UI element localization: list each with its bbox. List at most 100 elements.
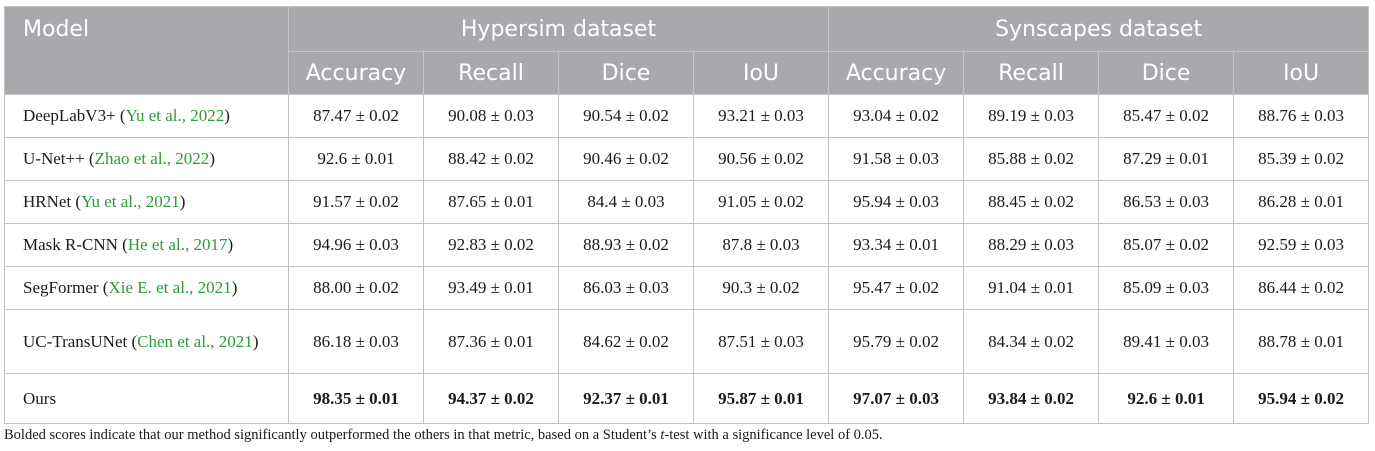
footnote-text-end: -test with a significance level of 0.05. [664, 427, 883, 443]
citation-paren: ( [75, 192, 82, 211]
score-cell: 90.46 ± 0.02 [558, 137, 694, 181]
score-cell: 90.54 ± 0.02 [558, 94, 694, 138]
model-name: U-Net++ [23, 149, 85, 168]
score-cell: 88.76 ± 0.03 [1233, 94, 1370, 138]
score-cell: 85.09 ± 0.03 [1098, 266, 1235, 310]
score-cell: 93.34 ± 0.01 [828, 223, 965, 267]
score-cell: 84.4 ± 0.03 [558, 180, 694, 224]
citation-paren: ) [252, 331, 259, 351]
table-row: DeepLabV3+ (Yu et al., 2022) 87.47 ± 0.02… [4, 94, 1370, 138]
score-cell-bold: 95.87 ± 0.01 [692, 373, 830, 424]
score-cell: 88.45 ± 0.02 [963, 180, 1100, 224]
score-cell: 85.88 ± 0.02 [963, 137, 1100, 181]
table-row: UC-TransUNet (Chen et al., 2021) 86.18 ± … [4, 309, 1370, 374]
score-cell-bold: 92.37 ± 0.01 [558, 373, 694, 424]
model-name: DeepLabV3+ [23, 106, 116, 125]
score-cell: 92.59 ± 0.03 [1233, 223, 1370, 267]
metric-header-iou: IoU [1233, 51, 1370, 95]
score-cell: 87.65 ± 0.01 [423, 180, 559, 224]
score-cell: 87.51 ± 0.03 [692, 309, 830, 374]
results-table: Model Hypersim dataset Synscapes dataset… [4, 6, 1370, 424]
score-cell: 88.93 ± 0.02 [558, 223, 694, 267]
table-footnote: Bolded scores indicate that our method s… [4, 427, 883, 444]
table-header: Model Hypersim dataset Synscapes dataset… [4, 6, 1370, 95]
citation-paren: ( [88, 149, 95, 168]
score-cell: 85.39 ± 0.02 [1233, 137, 1370, 181]
citation-link: Chen et al., 2021 [137, 331, 253, 351]
citation-link: Zhao et al., 2022 [94, 149, 210, 168]
footnote-italic: t [660, 427, 665, 443]
score-cell: 84.34 ± 0.02 [963, 309, 1100, 374]
model-name-cell: HRNet (Yu et al., 2021) [4, 180, 289, 224]
score-cell-bold: 98.35 ± 0.01 [288, 373, 424, 424]
metric-header-iou: IoU [692, 51, 830, 95]
synscapes-group-header: Synscapes dataset [828, 6, 1370, 52]
citation-link: Xie E. et al., 2021 [108, 278, 232, 297]
model-column-header: Model [4, 6, 289, 95]
model-name: Mask R-CNN [23, 235, 118, 254]
score-cell: 91.05 ± 0.02 [692, 180, 830, 224]
model-name-cell: DeepLabV3+ (Yu et al., 2022) [4, 94, 289, 138]
score-cell: 87.47 ± 0.02 [288, 94, 424, 138]
score-cell: 88.00 ± 0.02 [288, 266, 424, 310]
score-cell: 86.18 ± 0.03 [288, 309, 424, 374]
score-cell: 95.47 ± 0.02 [828, 266, 965, 310]
score-cell: 87.36 ± 0.01 [423, 309, 559, 374]
metric-header-accuracy: Accuracy [828, 51, 965, 95]
citation-paren: ( [119, 106, 126, 125]
metric-header-recall: Recall [963, 51, 1100, 95]
model-name-cell: Mask R-CNN (He et al., 2017) [4, 223, 289, 267]
metric-header-dice: Dice [1098, 51, 1235, 95]
score-cell-bold: 93.84 ± 0.02 [963, 373, 1100, 424]
score-cell: 90.56 ± 0.02 [692, 137, 830, 181]
metric-header-dice: Dice [558, 51, 694, 95]
score-cell: 93.49 ± 0.01 [423, 266, 559, 310]
metric-header-recall: Recall [423, 51, 559, 95]
score-cell-bold: 92.6 ± 0.01 [1098, 373, 1235, 424]
citation-paren: ) [179, 192, 186, 211]
citation-paren: ) [231, 278, 238, 297]
model-name-cell: U-Net++ (Zhao et al., 2022) [4, 137, 289, 181]
score-cell: 90.08 ± 0.03 [423, 94, 559, 138]
model-name-cell: UC-TransUNet (Chen et al., 2021) [4, 309, 289, 374]
model-name-cell: Ours [4, 373, 289, 424]
citation-paren: ( [131, 331, 138, 351]
score-cell: 91.57 ± 0.02 [288, 180, 424, 224]
model-name: UC-TransUNet [23, 331, 128, 351]
score-cell: 92.6 ± 0.01 [288, 137, 424, 181]
score-cell: 86.28 ± 0.01 [1233, 180, 1370, 224]
citation-paren: ( [122, 235, 128, 254]
citation-paren: ) [209, 149, 215, 168]
table-body: DeepLabV3+ (Yu et al., 2022) 87.47 ± 0.02… [4, 94, 1370, 424]
metric-header-accuracy: Accuracy [288, 51, 424, 95]
score-cell: 89.19 ± 0.03 [963, 94, 1100, 138]
table-row: Mask R-CNN (He et al., 2017) 94.96 ± 0.03… [4, 223, 1370, 267]
score-cell: 95.79 ± 0.02 [828, 309, 965, 374]
table-row: SegFormer (Xie E. et al., 2021) 88.00 ± 0… [4, 266, 1370, 310]
table-row-ours: Ours 98.35 ± 0.01 94.37 ± 0.02 92.37 ± 0.01… [4, 373, 1370, 424]
citation-paren: ) [227, 235, 234, 254]
citation-link: He et al., 2017 [127, 235, 228, 254]
model-name-cell: SegFormer (Xie E. et al., 2021) [4, 266, 289, 310]
hypersim-group-header: Hypersim dataset [287, 6, 830, 52]
score-cell: 86.44 ± 0.02 [1233, 266, 1370, 310]
score-cell: 92.83 ± 0.02 [423, 223, 559, 267]
model-name: HRNet [23, 192, 72, 211]
score-cell: 94.96 ± 0.03 [288, 223, 424, 267]
score-cell: 95.94 ± 0.03 [828, 180, 965, 224]
score-cell: 85.07 ± 0.02 [1098, 223, 1235, 267]
score-cell-bold: 94.37 ± 0.02 [423, 373, 559, 424]
score-cell: 84.62 ± 0.02 [558, 309, 694, 374]
citation-paren: ) [224, 106, 230, 125]
score-cell: 88.42 ± 0.02 [423, 137, 559, 181]
score-cell: 93.21 ± 0.03 [692, 94, 830, 138]
score-cell: 91.58 ± 0.03 [828, 137, 965, 181]
citation-link: Yu et al., 2022 [125, 106, 225, 125]
score-cell: 90.3 ± 0.02 [692, 266, 830, 310]
score-cell: 88.29 ± 0.03 [963, 223, 1100, 267]
score-cell: 93.04 ± 0.02 [828, 94, 965, 138]
model-name: SegFormer [23, 278, 99, 297]
score-cell: 87.29 ± 0.01 [1098, 137, 1235, 181]
score-cell-bold: 97.07 ± 0.03 [828, 373, 965, 424]
score-cell: 86.53 ± 0.03 [1098, 180, 1235, 224]
